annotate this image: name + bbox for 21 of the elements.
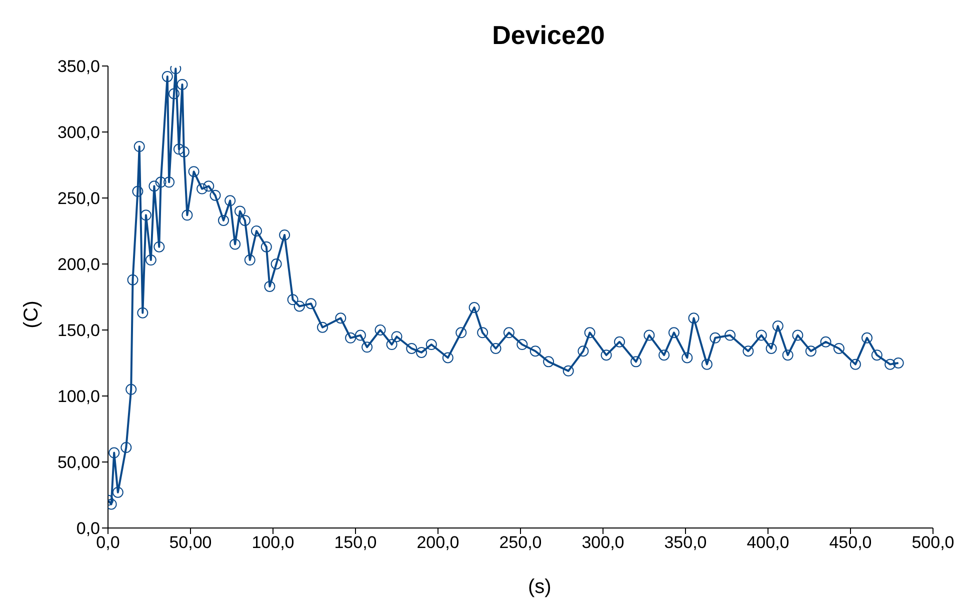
x-tick-label: 150,0	[334, 533, 377, 552]
x-tick-label: 400,0	[746, 533, 790, 552]
y-tick-label: 50,00	[57, 453, 100, 472]
y-tick-label: 250,0	[57, 189, 100, 208]
y-tick-label: 350,0	[57, 57, 100, 76]
x-tick-label: 250,0	[499, 533, 542, 552]
x-tick-label: 100,0	[252, 533, 294, 552]
y-tick-label: 100,0	[57, 387, 100, 406]
chart-title: Device20	[491, 20, 606, 51]
x-tick-label: 300,0	[582, 533, 624, 552]
x-tick-label: 350,0	[664, 533, 707, 552]
y-tick-label: 200,0	[57, 255, 100, 274]
x-tick-label: 0,0	[96, 533, 120, 552]
x-tick-label: 450,0	[829, 533, 872, 552]
x-axis-title: (s)	[528, 576, 552, 599]
x-tick-label: 200,0	[416, 533, 460, 552]
y-tick-label: 150,0	[57, 321, 100, 340]
y-tick-label: 300,0	[57, 123, 100, 142]
x-tick-label: 500,0	[912, 533, 954, 552]
y-axis-title: (C)	[20, 300, 44, 328]
x-tick-label: 50,00	[169, 533, 212, 552]
